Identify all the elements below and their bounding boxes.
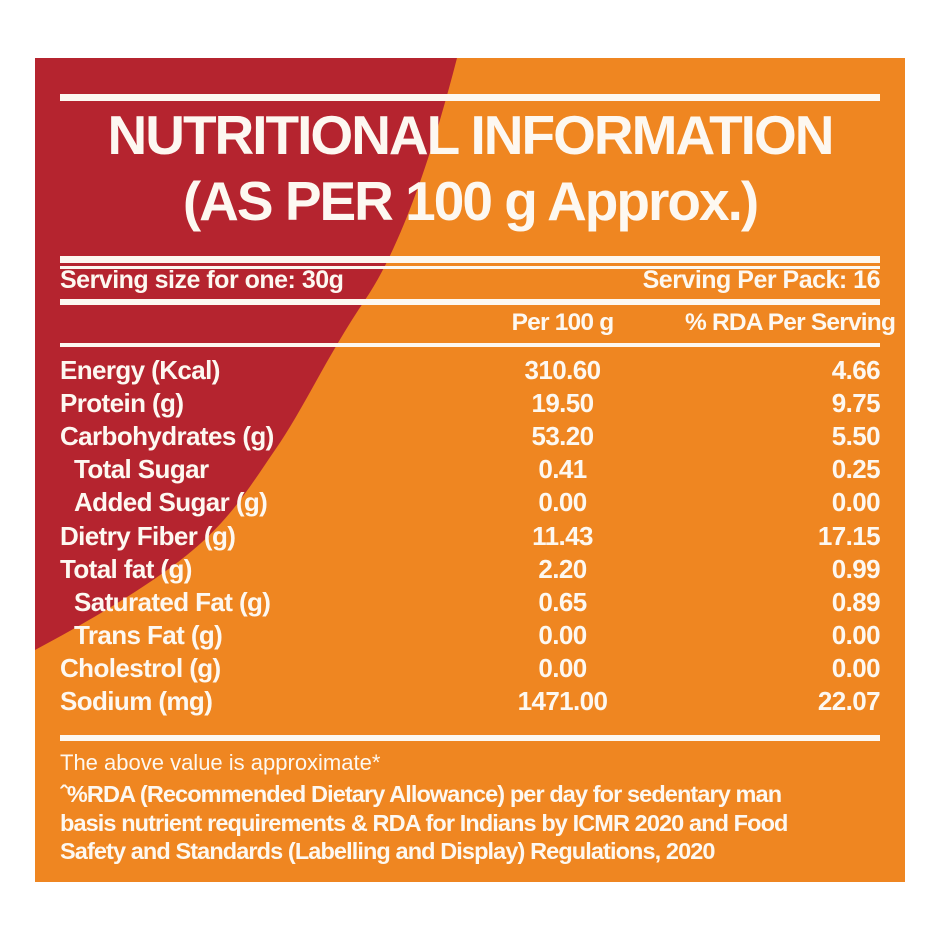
nutrient-name: Trans Fat (g) xyxy=(74,619,223,650)
nutrient-rda-value: 0.99 xyxy=(831,553,881,584)
table-row: Saturated Fat (g) 0.65 0.89 xyxy=(60,586,881,619)
nutrient-name: Sodium (mg) xyxy=(60,685,213,716)
page-title: NUTRITIONAL INFORMATION (AS PER 100 g Ap… xyxy=(35,102,905,234)
serving-per-pack-text: Serving Per Pack: 16 xyxy=(642,265,881,294)
nutrient-rda-value: 22.07 xyxy=(817,685,881,716)
column-header-rda: % RDA Per Serving xyxy=(685,309,896,336)
table-row: Added Sugar (g) 0.00 0.00 xyxy=(60,486,881,519)
red-wedge-background xyxy=(35,58,457,650)
rda-footnote-line: ˆ%RDA (Recommended Dietary Allowance) pe… xyxy=(60,781,782,807)
rda-footnote: ˆ%RDA (Recommended Dietary Allowance) pe… xyxy=(60,780,788,866)
table-row: Total Sugar 0.41 0.25 xyxy=(60,453,881,486)
nutrient-rda-value: 0.00 xyxy=(831,619,881,650)
label-content: NUTRITIONAL INFORMATION (AS PER 100 g Ap… xyxy=(35,58,905,882)
approx-note: The above value is approximate* xyxy=(60,750,381,775)
title-divider-thick xyxy=(60,256,880,263)
nutrient-rows: Energy (Kcal) 310.60 4.66 Protein (g) 19.50 9… xyxy=(60,354,881,718)
nutrient-per-100g-value: 2.20 xyxy=(538,553,587,584)
label-panel: NUTRITIONAL INFORMATION (AS PER 100 g Ap… xyxy=(35,58,905,882)
table-row: Energy (Kcal) 310.60 4.66 xyxy=(60,354,881,387)
table-row: Sodium (mg) 1471.00 22.07 xyxy=(60,685,881,718)
top-rule xyxy=(60,94,880,101)
rda-footnote-line: Safety and Standards (Labelling and Disp… xyxy=(60,838,715,864)
table-row: Carbohydrates (g) 53.20 5.50 xyxy=(60,420,881,453)
nutrient-rda-value: 9.75 xyxy=(831,388,881,419)
table-header-row: Per 100 g % RDA Per Serving xyxy=(60,308,896,338)
nutrient-per-100g-value: 0.41 xyxy=(538,454,587,485)
nutrient-name: Protein (g) xyxy=(60,388,184,419)
nutrient-name: Cholestrol (g) xyxy=(60,652,221,683)
nutrient-name: Total Sugar xyxy=(74,454,209,485)
nutrient-per-100g-value: 1471.00 xyxy=(517,685,608,716)
nutrient-name: Energy (Kcal) xyxy=(60,355,220,386)
nutrient-name: Saturated Fat (g) xyxy=(74,586,271,617)
red-wedge-shape xyxy=(35,58,457,650)
nutrient-name: Added Sugar (g) xyxy=(74,487,268,518)
nutrient-rda-value: 17.15 xyxy=(817,520,881,551)
nutrient-per-100g-value: 0.00 xyxy=(538,487,587,518)
nutrient-rda-value: 0.89 xyxy=(831,586,881,617)
nutrient-rda-value: 0.00 xyxy=(831,487,881,518)
nutrient-rda-value: 0.00 xyxy=(831,652,881,683)
nutrient-per-100g-value: 0.00 xyxy=(538,652,587,683)
table-row: Trans Fat (g) 0.00 0.00 xyxy=(60,619,881,652)
nutrient-rda-value: 4.66 xyxy=(831,355,881,386)
nutrient-name: Total fat (g) xyxy=(60,553,192,584)
nutrient-per-100g-value: 310.60 xyxy=(524,355,602,386)
nutrient-name: Carbohydrates (g) xyxy=(60,421,274,452)
nutrient-name: Dietry Fiber (g) xyxy=(60,520,236,551)
table-row: Protein (g) 19.50 9.75 xyxy=(60,387,881,420)
table-row: Dietry Fiber (g) 11.43 17.15 xyxy=(60,519,881,552)
header-divider xyxy=(60,343,880,347)
nutrient-rda-value: 0.25 xyxy=(831,454,881,485)
title-line-1: NUTRITIONAL INFORMATION xyxy=(107,104,835,166)
title-line-2: (AS PER 100 g Approx.) xyxy=(182,170,759,232)
footer-divider xyxy=(60,735,880,741)
nutrient-per-100g-value: 19.50 xyxy=(531,388,594,419)
nutrient-per-100g-value: 0.00 xyxy=(538,619,587,650)
nutrient-per-100g-value: 11.43 xyxy=(532,520,593,551)
table-row: Total fat (g) 2.20 0.99 xyxy=(60,553,881,586)
serving-row: Serving size for one: 30g Serving Per Pa… xyxy=(60,265,881,294)
serving-size-text: Serving size for one: 30g xyxy=(60,265,344,294)
rda-footnote-line: basis nutrient requirements & RDA for In… xyxy=(60,809,788,836)
nutrient-rda-value: 5.50 xyxy=(831,421,881,452)
column-header-per-100g: Per 100 g xyxy=(511,309,615,336)
table-row: Cholestrol (g) 0.00 0.00 xyxy=(60,652,881,685)
nutrient-per-100g-value: 0.65 xyxy=(538,586,587,617)
title-divider-thin xyxy=(60,266,880,269)
serving-divider xyxy=(60,299,880,305)
nutrient-per-100g-value: 53.20 xyxy=(531,421,594,452)
